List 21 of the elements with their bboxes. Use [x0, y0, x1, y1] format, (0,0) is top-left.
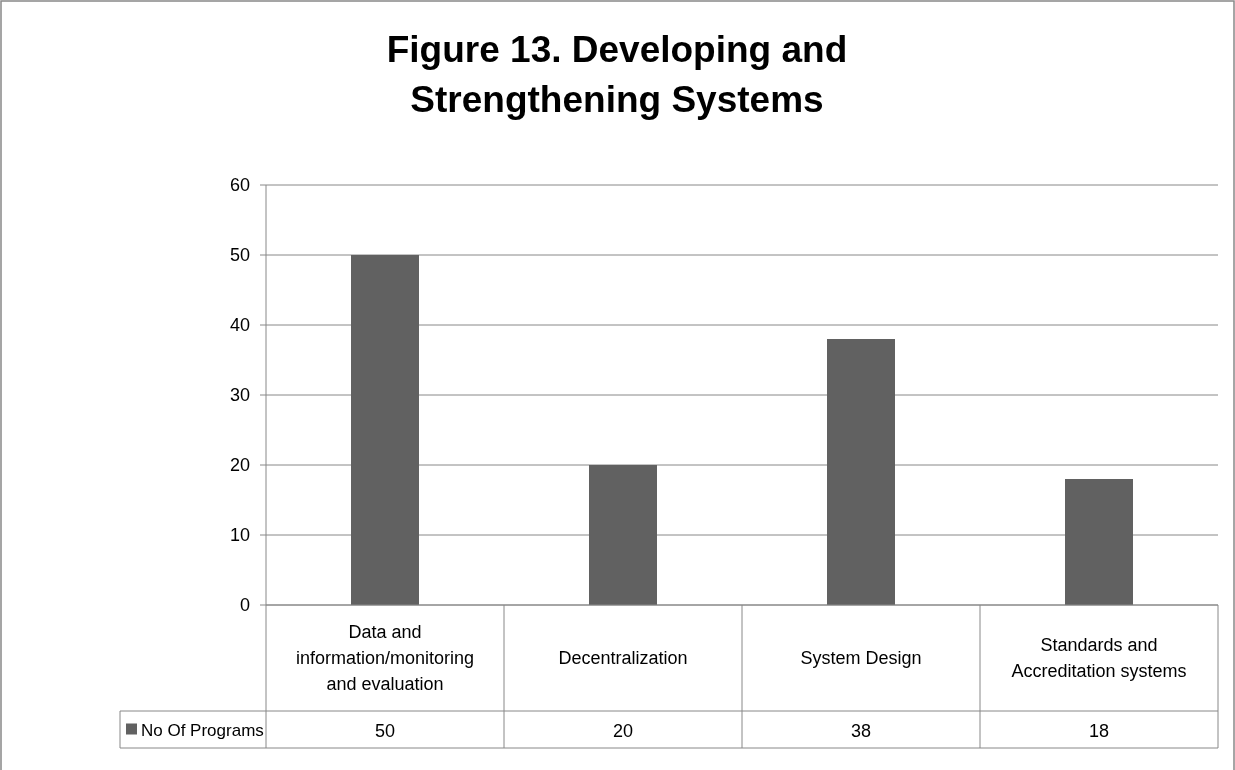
- x-tick-label: Data and information/monitoring and evaluation: [295, 622, 475, 694]
- y-tick-label: 40: [229, 315, 250, 335]
- x-tick-label: System Design: [800, 648, 922, 668]
- data-label: 20: [612, 720, 634, 741]
- data-label: 38: [850, 720, 872, 741]
- y-tick-label: 10: [229, 525, 250, 545]
- y-tick-label: 20: [229, 455, 250, 475]
- bar: [1065, 479, 1133, 605]
- data-label: 18: [1088, 720, 1110, 741]
- bar: [589, 465, 657, 605]
- y-tick-label: 50: [229, 245, 250, 265]
- x-tick-label: Decentralization: [558, 648, 688, 668]
- bar: [827, 339, 895, 605]
- bar: [351, 255, 419, 605]
- data-label: 50: [374, 720, 396, 741]
- x-tick-label: Standards and Accreditation systems: [1011, 635, 1187, 681]
- y-tick-label: 0: [239, 595, 250, 615]
- y-tick-label: 30: [229, 385, 250, 405]
- legend-label: No Of Programs: [141, 720, 264, 740]
- y-tick-label: 60: [229, 175, 250, 195]
- chart-title: Figure 13. Developing and Strengthening Systems: [386, 29, 848, 120]
